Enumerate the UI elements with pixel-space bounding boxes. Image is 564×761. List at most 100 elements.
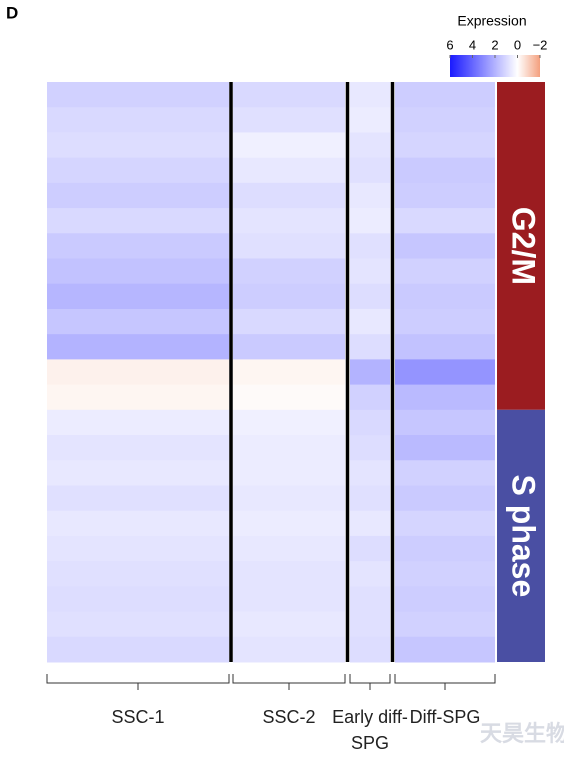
row-group-label: S phase — [506, 475, 542, 598]
heatmap-cell — [395, 409, 495, 436]
heatmap-cell — [47, 359, 229, 386]
group-label: Early diff-SPG — [332, 707, 408, 753]
heatmap-cell — [47, 611, 229, 638]
group-label: Diff-SPG — [409, 707, 481, 727]
heatmap-cell — [350, 132, 390, 159]
group-bracket — [349, 674, 391, 690]
heatmap-cell — [47, 182, 229, 209]
heatmap-cell — [395, 157, 495, 184]
heatmap-cell — [47, 435, 229, 461]
heatmap-cell — [233, 82, 345, 108]
heatmap-cell — [233, 561, 345, 587]
heatmap-cell — [233, 107, 345, 133]
heatmap-cell — [395, 561, 495, 587]
heatmap-cell — [233, 359, 345, 386]
heatmap-cell — [47, 485, 229, 512]
heatmap-cell — [233, 208, 345, 234]
heatmap-cell — [47, 510, 229, 537]
heatmap-cell — [395, 334, 495, 360]
heatmap-cell — [395, 535, 495, 562]
heatmap-cell — [350, 157, 390, 184]
heatmap-cell — [395, 107, 495, 133]
heatmap-cell — [395, 485, 495, 512]
heatmap-cell — [233, 611, 345, 638]
colorbar-tick-label: 4 — [469, 37, 476, 52]
heatmap-cell — [47, 82, 229, 108]
heatmap-cell — [47, 308, 229, 335]
heatmap-cell — [47, 233, 229, 260]
heatmap-cell — [395, 510, 495, 537]
heatmap-cell — [47, 208, 229, 234]
heatmap-cell — [233, 435, 345, 461]
heatmap-cell — [395, 586, 495, 613]
row-group-bar — [497, 82, 545, 410]
heatmap-cell — [233, 586, 345, 613]
heatmap-cell — [395, 132, 495, 159]
heatmap-cell — [233, 460, 345, 486]
heatmap-cell — [233, 258, 345, 285]
colorbar-tick-label: 2 — [491, 37, 498, 52]
heatmap-cell — [233, 283, 345, 310]
heatmap-cell — [47, 132, 229, 159]
heatmap-cell — [350, 308, 390, 335]
group-label: SSC-1 — [111, 707, 165, 727]
heatmap-cell — [350, 82, 390, 108]
group-bracket — [46, 674, 230, 690]
colorbar-tick-label: 0 — [514, 37, 521, 52]
colorbar-tick-label: 6 — [446, 37, 453, 52]
panel-label: D — [6, 3, 18, 22]
heatmap-cell — [233, 636, 345, 663]
heatmap-cell — [233, 409, 345, 436]
heatmap-cell — [47, 258, 229, 285]
heatmap-cell — [395, 636, 495, 663]
heatmap-cell — [233, 157, 345, 184]
heatmap-cell — [350, 334, 390, 360]
heatmap-cell — [395, 258, 495, 285]
heatmap-cell — [233, 182, 345, 209]
heatmap-cell — [350, 510, 390, 537]
heatmap-cell — [233, 334, 345, 360]
heatmap-cell — [233, 485, 345, 512]
heatmap-cell — [350, 384, 390, 411]
heatmap-cell — [47, 561, 229, 587]
heatmap-cell — [47, 107, 229, 133]
heatmap-cell — [47, 409, 229, 436]
heatmap-cell — [233, 308, 345, 335]
heatmap-cell — [350, 233, 390, 260]
colorbar-tick-label: −2 — [533, 37, 548, 52]
heatmap-cell — [47, 586, 229, 613]
heatmap-cell — [350, 258, 390, 285]
heatmap-cell — [47, 283, 229, 310]
heatmap-cell — [350, 485, 390, 512]
group-label: SSC-2 — [262, 707, 316, 727]
heatmap-cell — [47, 460, 229, 486]
colorbar — [450, 55, 540, 77]
heatmap-cell — [233, 510, 345, 537]
heatmap-cell — [233, 384, 345, 411]
heatmap-cell — [350, 460, 390, 486]
heatmap-cell — [233, 132, 345, 159]
heatmap-cell — [47, 535, 229, 562]
heatmap-cell — [395, 182, 495, 209]
group-bracket — [394, 674, 496, 690]
heatmap-cell — [350, 586, 390, 613]
heatmap-cell — [350, 435, 390, 461]
heatmap-cell — [47, 157, 229, 184]
heatmap-cell — [395, 460, 495, 486]
heatmap-cell — [395, 82, 495, 108]
heatmap-cell — [395, 384, 495, 411]
heatmap-cell — [350, 107, 390, 133]
heatmap-cell — [395, 233, 495, 260]
heatmap-cell — [350, 409, 390, 436]
heatmap-cell — [395, 611, 495, 638]
heatmap-cell — [233, 233, 345, 260]
colorbar-title: Expression — [457, 13, 526, 29]
heatmap-cell — [47, 636, 229, 663]
heatmap-cell — [395, 359, 495, 386]
heatmap-cell — [350, 636, 390, 663]
heatmap-cell — [350, 182, 390, 209]
heatmap-cell — [395, 308, 495, 335]
group-bracket — [232, 674, 346, 690]
